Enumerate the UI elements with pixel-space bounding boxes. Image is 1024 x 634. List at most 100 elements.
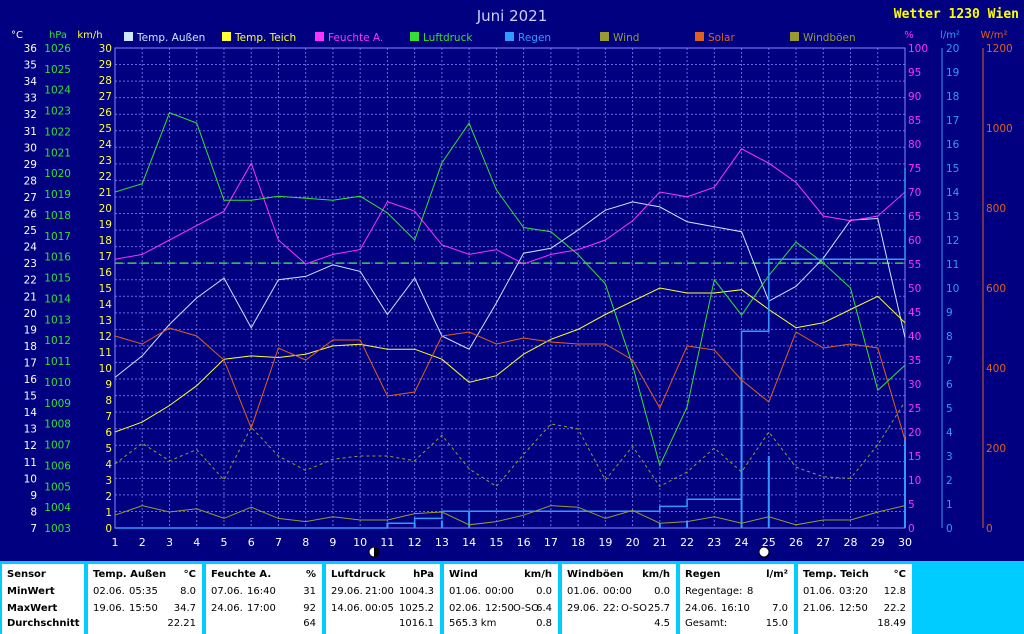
plot-area bbox=[114, 112, 906, 529]
legend-swatch bbox=[505, 32, 514, 41]
avg-value: 64 bbox=[303, 618, 316, 629]
x-tick-label: 15 bbox=[489, 536, 503, 549]
x-tick-label: 23 bbox=[707, 536, 721, 549]
pressure-tick-label: 1005 bbox=[44, 481, 71, 493]
wind-tick-label: 16 bbox=[99, 267, 113, 279]
temp-tick-label: 10 bbox=[24, 473, 37, 485]
legend-item: Temp. Teich bbox=[222, 32, 296, 44]
wind-tick-label: 8 bbox=[105, 395, 112, 407]
temp-tick-label: 7 bbox=[30, 523, 37, 535]
statistics-table: Sensor MinWert MaxWert Durchschnitt Temp… bbox=[0, 561, 1024, 634]
wind-tick-label: 29 bbox=[99, 59, 112, 71]
rain-tick-label: 6 bbox=[946, 379, 953, 391]
max-value: 92 bbox=[303, 603, 316, 614]
x-tick-label: 17 bbox=[544, 536, 558, 549]
series-wind bbox=[114, 505, 906, 526]
wind-tick-label: 30 bbox=[99, 43, 112, 55]
rain-tick-label: 7 bbox=[946, 355, 953, 367]
max-date: 24.06. bbox=[211, 603, 243, 614]
x-tick-label: 25 bbox=[762, 536, 776, 549]
rain-tick-label: 20 bbox=[946, 43, 959, 55]
humidity-tick-label: 10 bbox=[908, 475, 921, 487]
series-temp-außen bbox=[114, 201, 906, 378]
pressure-tick-label: 1018 bbox=[44, 210, 71, 222]
wind-tick-label: 23 bbox=[99, 155, 112, 167]
rain-tick-label: 18 bbox=[946, 91, 959, 103]
x-tick-label: 16 bbox=[517, 536, 531, 549]
weather-chart: Juni 2021 Wetter 1230 Wien Temp. Außen Te… bbox=[11, 7, 1019, 558]
rain-tick-label: 0 bbox=[946, 523, 953, 535]
humidity-axis-unit: % bbox=[904, 30, 914, 41]
max-date: 29.06. bbox=[567, 603, 599, 614]
temp-tick-label: 20 bbox=[24, 308, 37, 320]
pressure-tick-label: 1021 bbox=[44, 147, 71, 159]
solar-tick-label: 1200 bbox=[986, 43, 1013, 55]
rain-tick-label: 13 bbox=[946, 211, 959, 223]
x-tick-label: 7 bbox=[275, 536, 282, 549]
legend-label: Temp. Teich bbox=[234, 32, 296, 44]
series-feuchte-a bbox=[114, 148, 906, 265]
temp-axis-unit: °C bbox=[11, 30, 23, 41]
rain-tick-label: 5 bbox=[946, 403, 953, 415]
temp-tick-label: 36 bbox=[24, 43, 38, 55]
wind-tick-label: 25 bbox=[99, 123, 112, 135]
max-time: 16:10 bbox=[721, 603, 750, 614]
humidity-tick-label: 40 bbox=[908, 331, 921, 343]
max-time: 22: bbox=[603, 603, 620, 614]
plot-frame bbox=[114, 47, 906, 529]
temp-tick-label: 28 bbox=[24, 175, 37, 187]
legend-label: Luftdruck bbox=[423, 32, 473, 44]
rain-tick-label: 4 bbox=[946, 427, 953, 439]
pressure-tick-label: 1011 bbox=[44, 356, 71, 368]
station-name: Wetter 1230 Wien bbox=[894, 7, 1019, 22]
rain-days-label: Regentage: bbox=[685, 586, 743, 597]
solar-tick-label: 200 bbox=[986, 443, 1006, 455]
stats-luftdruck: Luftdruck hPa 29.06. 21:00 1004.3 14.06. 00:… bbox=[326, 564, 440, 634]
wind-axis-unit: km/h bbox=[77, 30, 102, 41]
temp-tick-label: 34 bbox=[24, 76, 38, 88]
pressure-tick-label: 1006 bbox=[44, 460, 71, 472]
x-tick-label: 27 bbox=[816, 536, 830, 549]
max-date: 21.06. bbox=[803, 603, 835, 614]
legend-item: Solar bbox=[695, 32, 735, 44]
temp-tick-label: 23 bbox=[24, 258, 37, 270]
wind-tick-label: 2 bbox=[105, 491, 112, 503]
max-value: 22.2 bbox=[883, 603, 906, 614]
wind-tick-label: 19 bbox=[99, 219, 112, 231]
rain-tick-label: 16 bbox=[946, 139, 960, 151]
max-time: 17:00 bbox=[247, 603, 276, 614]
x-tick-label: 2 bbox=[139, 536, 146, 549]
legend-label: Regen bbox=[518, 32, 551, 44]
solar-tick-label: 400 bbox=[986, 363, 1006, 375]
legend-item: Temp. Außen bbox=[124, 32, 205, 44]
min-time: 21:00 bbox=[365, 586, 394, 597]
rain-tick-label: 1 bbox=[946, 499, 953, 511]
x-tick-label: 19 bbox=[598, 536, 612, 549]
avg-value: 22.21 bbox=[167, 618, 196, 629]
temp-tick-label: 17 bbox=[24, 357, 37, 369]
humidity-tick-label: 65 bbox=[908, 211, 921, 223]
rain-tick-label: 12 bbox=[946, 235, 959, 247]
humidity-tick-label: 20 bbox=[908, 427, 921, 439]
legend-item: Feuchte A. bbox=[315, 32, 383, 44]
legend-label: Temp. Außen bbox=[136, 32, 205, 44]
min-value: 1004.3 bbox=[399, 586, 434, 597]
stats-feuchte: Feuchte A.% 07.06. 16:40 31 24.06. 17:00 92 … bbox=[206, 564, 322, 634]
humidity-tick-label: 5 bbox=[908, 499, 915, 511]
rain-total-value: 15.0 bbox=[765, 618, 788, 629]
avg-value: 4.5 bbox=[654, 618, 670, 629]
stats-wind: Wind km/h 01.06. 00:00 0.0 02.06. 12:50 O-SO 6… bbox=[444, 564, 558, 634]
rain-tick-label: 17 bbox=[946, 115, 959, 127]
avg-value: 1016.1 bbox=[399, 618, 434, 629]
wind-tick-label: 13 bbox=[99, 315, 112, 327]
wind-tick-label: 21 bbox=[99, 187, 112, 199]
wind-tick-label: 22 bbox=[99, 171, 112, 183]
pressure-tick-label: 1009 bbox=[44, 398, 71, 410]
min-value: 12.8 bbox=[883, 586, 906, 597]
pressure-tick-label: 1016 bbox=[44, 252, 71, 264]
stats-labels-column: Sensor MinWert MaxWert Durchschnitt bbox=[2, 564, 84, 634]
avg-value: 0.8 bbox=[536, 618, 552, 629]
min-date: 02.06. bbox=[93, 586, 125, 597]
chart-title: Juni 2021 bbox=[476, 7, 548, 25]
min-value: 31 bbox=[303, 586, 316, 597]
